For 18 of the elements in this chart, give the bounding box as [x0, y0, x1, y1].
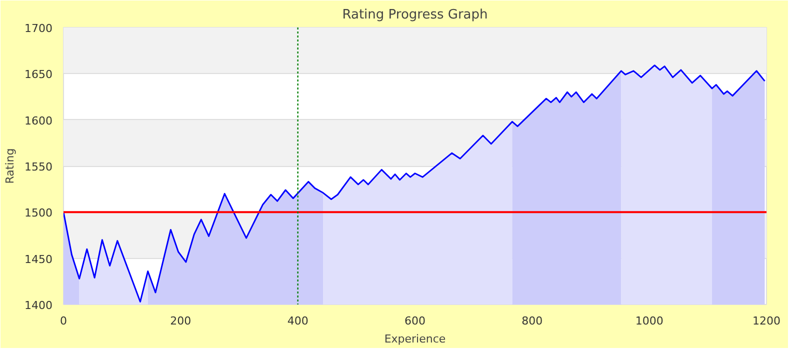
x-tick-label: 0 [60, 314, 67, 328]
x-tick-label: 1200 [752, 314, 781, 328]
x-tick-label: 200 [170, 314, 192, 328]
x-tick-label: 1000 [635, 314, 664, 328]
y-tick-label: 1700 [24, 22, 53, 35]
y-axis-title: Rating [4, 148, 17, 184]
y-tick-label: 1600 [24, 114, 53, 128]
y-tick-label: 1500 [24, 206, 53, 220]
x-axis-title: Experience [384, 332, 446, 346]
line-series [64, 64, 766, 302]
x-tick-label: 800 [522, 314, 543, 328]
y-tick-label: 1650 [24, 68, 53, 82]
chart-title: Rating Progress Graph [342, 8, 488, 22]
y-tick-label: 1400 [24, 299, 53, 312]
x-tick-label: 600 [404, 314, 426, 328]
x-tick-label: 400 [287, 314, 308, 328]
y-tick-label: 1450 [24, 252, 53, 266]
y-tick-label: 1550 [24, 160, 53, 174]
